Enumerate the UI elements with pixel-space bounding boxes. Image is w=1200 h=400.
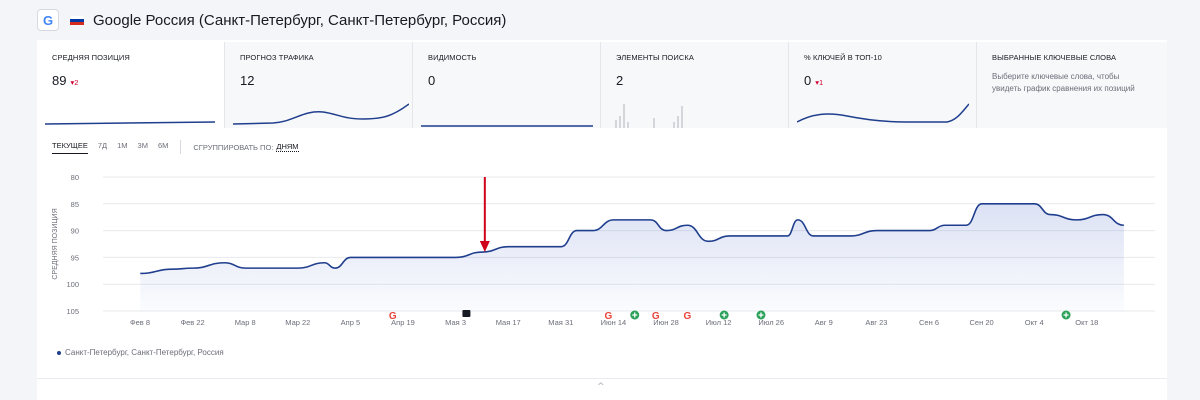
x-tick-label: Июн 14 (601, 318, 627, 327)
card-value: 2 (616, 73, 624, 88)
y-tick-label: 85 (71, 200, 79, 209)
legend[interactable]: Санкт-Петербург, Санкт-Петербург, Россия (57, 348, 224, 357)
x-tick-label: Апр 19 (391, 318, 415, 327)
mini-bar-chart (615, 104, 683, 128)
card-traffic-forecast[interactable]: ПРОГНОЗ ТРАФИКА 12 (225, 42, 413, 128)
x-tick-label: Мар 22 (285, 318, 310, 327)
note-icon (462, 310, 471, 317)
y-tick-label: 105 (66, 307, 79, 316)
divider (180, 140, 182, 154)
divider (37, 378, 1167, 379)
y-axis-label: СРЕДНЯЯ ПОЗИЦИЯ (52, 208, 59, 279)
x-tick-label: Июл 26 (758, 318, 784, 327)
chevron-up-icon[interactable]: ^ (597, 382, 605, 392)
google-update-icon: G (389, 311, 397, 322)
x-tick-label: Мая 3 (445, 318, 466, 327)
y-tick-label: 100 (66, 280, 79, 289)
google-update-icon: G (652, 311, 660, 322)
card-avg-position[interactable]: СРЕДНЯЯ ПОЗИЦИЯ 89 ▾2 (37, 42, 225, 128)
delta-down: ▾1 (815, 78, 824, 87)
plus-event-cross (721, 312, 727, 318)
plus-event-cross (632, 312, 638, 318)
card-value: 0 (428, 73, 436, 88)
card-label: ПРОГНОЗ ТРАФИКА (240, 53, 314, 62)
plus-event-cross (758, 312, 764, 318)
delta-down: ▾2 (70, 78, 79, 87)
x-tick-label: Сен 20 (970, 318, 994, 327)
annotation-arrow-head (479, 241, 490, 252)
google-update-icon: G (605, 311, 613, 322)
y-tick-label: 95 (71, 253, 79, 262)
sparkline (45, 121, 215, 125)
google-update-icon: G (683, 311, 691, 322)
legend-label: Санкт-Петербург, Санкт-Петербург, Россия (65, 348, 224, 357)
database-title: Google Россия (Санкт-Петербург, Санкт-Пе… (93, 11, 507, 29)
y-tick-label: 90 (71, 227, 79, 236)
x-tick-label: Июл 12 (706, 318, 732, 327)
card-value: 0 ▾1 (804, 73, 824, 88)
position-chart: 80 85 90 95 100 105 СРЕДНЯЯ ПОЗИЦИЯ Фев 8 Фев 22… (52, 173, 1155, 327)
card-value: 12 (240, 73, 255, 88)
x-tick-label: Апр 5 (341, 318, 361, 327)
tab-7d[interactable]: 7Д (97, 141, 108, 150)
card-label: % КЛЮЧЕЙ В ТОП-10 (804, 53, 882, 62)
card-label: ЭЛЕМЕНТЫ ПОИСКА (616, 53, 694, 62)
card-top10[interactable]: % КЛЮЧЕЙ В ТОП-10 0 ▾1 (789, 42, 977, 128)
x-tick-label: Окт 4 (1025, 318, 1044, 327)
y-tick-label: 80 (71, 173, 79, 182)
x-tick-label: Авг 23 (865, 318, 887, 327)
x-tick-label: Фев 22 (180, 318, 204, 327)
metric-cards: СРЕДНЯЯ ПОЗИЦИЯ 89 ▾2 ПРОГНОЗ ТРАФИКА 12 … (37, 42, 1167, 128)
tab-current[interactable]: ТЕКУЩЕЕ (52, 141, 88, 154)
tab-6m[interactable]: 6М (157, 141, 169, 150)
x-tick-label: Мар 8 (235, 318, 256, 327)
card-selected-keywords[interactable]: ВЫБРАННЫЕ КЛЮЧЕВЫЕ СЛОВА Выберите ключев… (977, 42, 1167, 128)
card-visibility[interactable]: ВИДИМОСТЬ 0 (413, 42, 601, 128)
period-tabs: ТЕКУЩЕЕ 7Д 1М 3М 6М СГРУППИРОВАТЬ ПО: ДН… (52, 140, 299, 154)
plus-event-cross (1063, 312, 1069, 318)
card-serp-features[interactable]: ЭЛЕМЕНТЫ ПОИСКА 2 (601, 42, 789, 128)
legend-dot (57, 350, 61, 355)
dashboard-panel: G Google Россия (Санкт-Петербург, Санкт-… (37, 0, 1167, 400)
x-tick-label: Сен 6 (919, 318, 939, 327)
x-tick-label: Июн 28 (653, 318, 679, 327)
card-label: ВЫБРАННЫЕ КЛЮЧЕВЫЕ СЛОВА (992, 53, 1117, 62)
header: G Google Россия (Санкт-Петербург, Санкт-… (37, 0, 1167, 40)
russia-flag-icon (70, 15, 84, 25)
card-value: 89 ▾2 (52, 73, 79, 88)
card-hint: Выберите ключевые слова, чтобы увидеть г… (992, 72, 1135, 93)
x-tick-label: Окт 18 (1075, 318, 1098, 327)
sparkline (233, 103, 409, 125)
card-label: ВИДИМОСТЬ (428, 53, 477, 62)
group-by-dropdown[interactable]: ДНЯМ (276, 142, 299, 152)
tab-3m[interactable]: 3М (137, 141, 148, 150)
x-tick-label: Мая 31 (548, 318, 573, 327)
series-line (140, 203, 1124, 275)
group-by-label: СГРУППИРОВАТЬ ПО: (193, 142, 274, 152)
x-tick-label: Фев 8 (130, 318, 150, 327)
x-tick-label: Авг 9 (815, 318, 833, 327)
google-icon[interactable]: G (37, 9, 59, 31)
sparkline (421, 125, 593, 127)
x-tick-label: Мая 17 (496, 318, 521, 327)
card-label: СРЕДНЯЯ ПОЗИЦИЯ (52, 53, 130, 62)
sparkline (797, 103, 969, 123)
tab-1m[interactable]: 1М (117, 141, 128, 150)
